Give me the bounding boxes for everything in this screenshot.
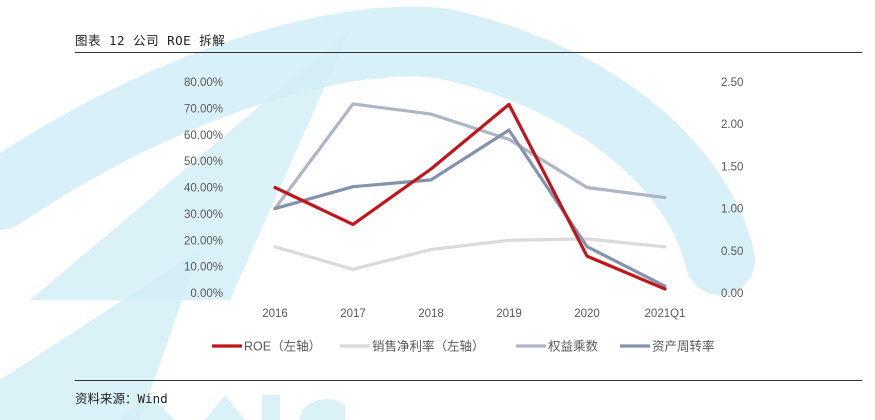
series-line-1 (273, 237, 667, 271)
watermark-letters (120, 395, 345, 420)
bottom-rule (75, 380, 862, 381)
y-left-tick-label: 40.00% (184, 183, 223, 195)
watermark-tail (0, 250, 200, 420)
x-tick-label: 2016 (262, 308, 288, 320)
y-right-tick-label: 2.50 (721, 77, 743, 89)
source-note: 资料来源：Wind (75, 388, 168, 407)
y-left-tick-label: 30.00% (184, 209, 223, 221)
x-tick-label: 2020 (574, 308, 600, 320)
series-line-0 (273, 102, 667, 291)
y-left-tick-label: 70.00% (184, 103, 223, 115)
x-tick-label: 2017 (340, 308, 366, 320)
y-right-tick-label: 0.50 (721, 246, 743, 258)
y-right-tick-label: 0.00 (721, 288, 743, 300)
y-right-tick-label: 2.00 (721, 119, 743, 131)
x-tick-label: 2018 (418, 308, 444, 320)
y-left-tick-label: 80.00% (184, 77, 223, 89)
series-line-2 (273, 102, 667, 211)
y-left-tick-label: 20.00% (184, 235, 223, 247)
legend-label: 权益乘数 (548, 339, 599, 354)
y-right-tick-label: 1.00 (721, 204, 743, 216)
source-label: 资料来源： (75, 391, 138, 406)
y-left-tick-label: 60.00% (184, 130, 223, 142)
figure-title: 图表 12 公司 ROE 拆解 (75, 33, 226, 48)
x-tick-label: 2019 (496, 308, 522, 320)
legend-label: 资产周转率 (652, 339, 715, 354)
legend-label: ROE（左轴） (244, 339, 321, 354)
y-left-tick-label: 50.00% (184, 156, 223, 168)
y-left-tick-label: 10.00% (184, 262, 223, 274)
source-value: Wind (137, 391, 168, 406)
x-tick-label: 2021Q1 (645, 308, 686, 320)
y-right-tick-label: 1.50 (721, 161, 743, 173)
top-rule (75, 52, 862, 53)
legend-label: 销售净利率（左轴） (372, 339, 485, 354)
y-left-tick-label: 0.00% (190, 288, 223, 300)
watermark-arc (0, 6, 755, 295)
watermark-wing (30, 30, 350, 300)
series-line-3 (273, 128, 667, 288)
